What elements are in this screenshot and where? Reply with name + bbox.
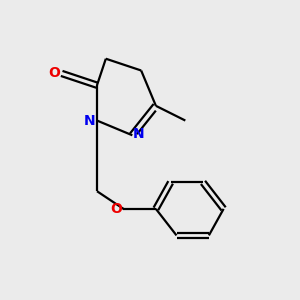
Text: N: N [133, 127, 145, 141]
Text: O: O [48, 66, 60, 80]
Text: N: N [84, 114, 95, 128]
Text: O: O [110, 202, 122, 216]
